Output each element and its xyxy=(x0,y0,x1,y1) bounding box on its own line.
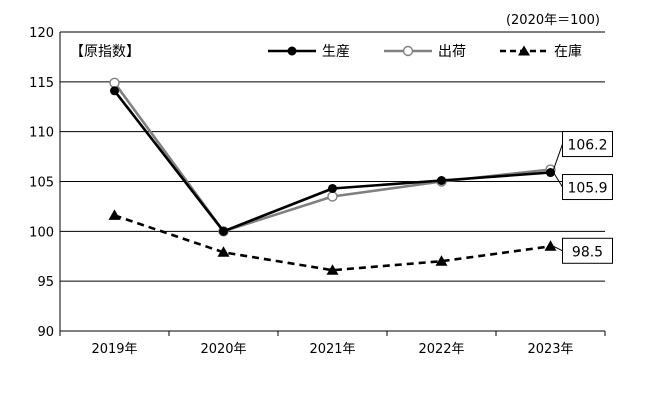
data-label-box xyxy=(562,131,613,158)
y-tick-label: 120 xyxy=(29,26,54,41)
data-label: 98.5 xyxy=(572,244,603,260)
grid xyxy=(60,31,605,282)
data-label-box xyxy=(562,174,613,201)
data-label: 105.9 xyxy=(567,181,607,197)
leader-line xyxy=(553,172,563,188)
point-2-2 xyxy=(326,264,339,275)
series xyxy=(108,77,557,275)
point-0-1 xyxy=(219,226,228,236)
point-1-2 xyxy=(327,191,338,202)
legend-item-production: 生産 xyxy=(268,44,350,60)
series-line-2 xyxy=(114,214,551,272)
data-label: 106.2 xyxy=(567,138,607,154)
data-label-box xyxy=(562,237,613,264)
axes: 90 95 100 105 110 115 120 2019年 2020年 2021年 2022年 2… xyxy=(29,26,606,357)
x-tick-label: 2022年 xyxy=(418,342,464,357)
point-0-2 xyxy=(328,183,337,193)
series-line-0 xyxy=(113,90,551,233)
point-0-4 xyxy=(546,168,555,178)
leader-line xyxy=(553,143,563,170)
point-0-0 xyxy=(110,86,119,96)
legend-item-shipment: 出荷 xyxy=(384,44,466,60)
unit-note: (2020年＝100) xyxy=(506,13,600,28)
y-tick-label: 90 xyxy=(37,325,54,340)
point-2-1 xyxy=(217,246,230,257)
point-1-0 xyxy=(109,77,120,89)
point-2-0 xyxy=(108,209,121,220)
point-2-3 xyxy=(435,255,448,266)
legend-label-inventory: 在庫 xyxy=(554,43,582,60)
leader-line xyxy=(553,245,563,252)
y-tick-label: 95 xyxy=(37,275,54,290)
data-labels: 106.2 105.9 98.5 xyxy=(553,131,613,264)
point-2-4 xyxy=(544,240,557,251)
point-0-3 xyxy=(437,176,446,186)
x-tick-label: 2019年 xyxy=(91,342,137,357)
y-tick-label: 105 xyxy=(29,176,54,191)
y-tick-label: 115 xyxy=(29,76,54,91)
legend-label-shipment: 出荷 xyxy=(438,44,466,60)
series-line-1 xyxy=(113,82,551,233)
x-tick-label: 2020年 xyxy=(200,342,246,357)
panel-label: 【原指数】 xyxy=(70,44,140,60)
x-tick-label: 2023年 xyxy=(527,342,573,357)
legend-item-inventory: 在庫 xyxy=(500,43,582,60)
legend-label-production: 生産 xyxy=(322,44,350,60)
legend: 生産 出荷 在庫 xyxy=(268,43,582,60)
x-tick-label: 2021年 xyxy=(309,342,355,357)
y-tick-label: 100 xyxy=(29,225,54,240)
y-tick-label: 110 xyxy=(29,126,54,141)
